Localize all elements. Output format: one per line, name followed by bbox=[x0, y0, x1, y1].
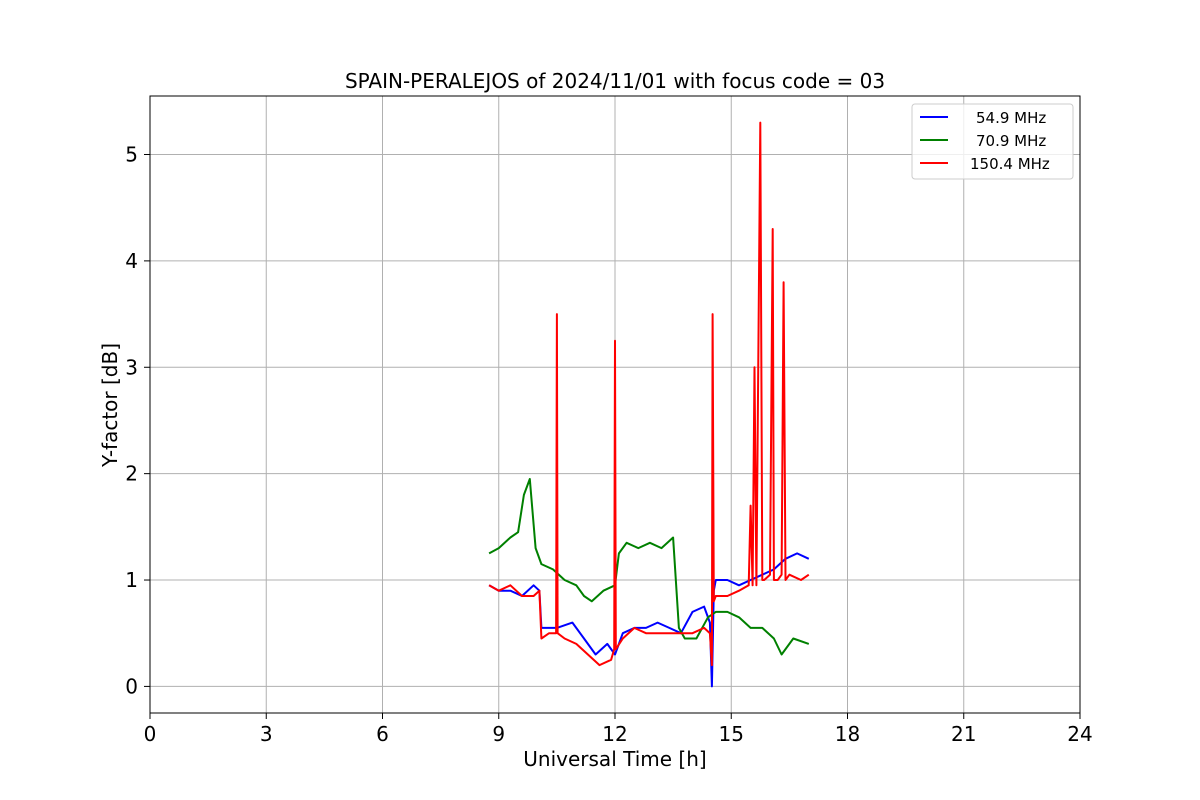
legend-entry-70-9: 70.9 MHz bbox=[976, 132, 1046, 150]
y-tick-label: 4 bbox=[125, 249, 138, 273]
x-tick-label: 15 bbox=[719, 722, 744, 746]
y-tick-label: 0 bbox=[125, 674, 138, 698]
x-tick-label: 0 bbox=[144, 722, 157, 746]
legend-box bbox=[911, 103, 1074, 180]
x-tick-label: 18 bbox=[835, 722, 860, 746]
series-line-70-9-mhz bbox=[488, 478, 810, 656]
x-tick-label: 12 bbox=[602, 722, 627, 746]
legend-entry-150-4: 150.4 MHz bbox=[970, 155, 1050, 173]
series-group bbox=[488, 121, 810, 688]
x-axis-label: Universal Time [h] bbox=[523, 747, 706, 771]
x-axis: 0 3 6 9 12 15 18 21 24 bbox=[144, 713, 1093, 746]
legend-entry-54-9: 54.9 MHz bbox=[976, 109, 1046, 127]
y-tick-label: 5 bbox=[125, 143, 138, 167]
x-tick-label: 3 bbox=[260, 722, 273, 746]
legend: 54.9 MHz 70.9 MHz 150.4 MHz bbox=[911, 103, 1074, 180]
x-tick-label: 9 bbox=[492, 722, 505, 746]
chart-title: SPAIN-PERALEJOS of 2024/11/01 with focus… bbox=[345, 69, 885, 93]
series-line-150-4-mhz bbox=[488, 121, 810, 667]
x-tick-label: 21 bbox=[951, 722, 976, 746]
y-tick-label: 1 bbox=[125, 568, 138, 592]
x-tick-label: 6 bbox=[376, 722, 389, 746]
y-tick-label: 3 bbox=[125, 355, 138, 379]
x-tick-label: 24 bbox=[1067, 722, 1092, 746]
y-axis-label: Y-factor [dB] bbox=[98, 343, 122, 468]
y-tick-label: 2 bbox=[125, 462, 138, 486]
y-axis: 0 1 2 3 4 5 bbox=[125, 143, 150, 698]
